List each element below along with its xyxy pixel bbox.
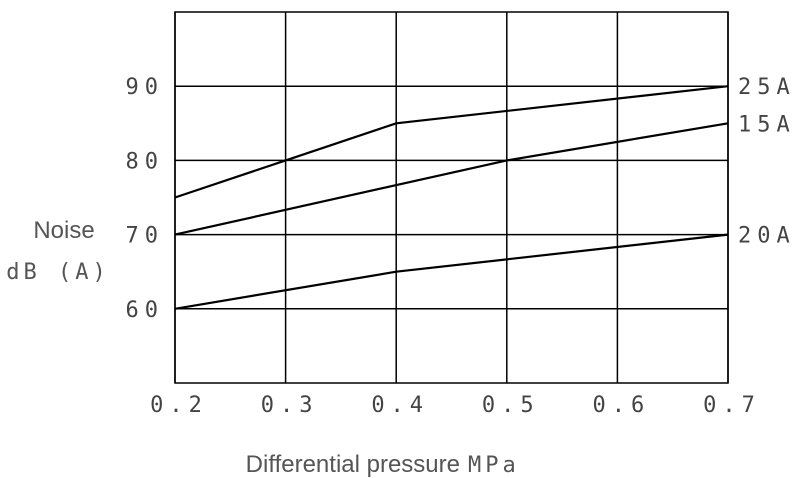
x-tick-label: 0.4 [371,393,429,418]
x-tick-label: 0.3 [261,393,319,418]
x-axis-unit: MPa [468,453,520,478]
x-tick-label: 0.2 [150,393,208,418]
grid [174,11,729,384]
series-labels: 25A 15A 20A [738,75,796,249]
series-label-15a: 15A [738,112,796,137]
x-tick-label: 0.6 [593,393,651,418]
x-axis-label: Differential pressure [246,451,460,478]
plot-frame [174,11,729,384]
y-axis-unit: dB (A) [6,260,109,285]
y-tick-label: 80 [126,149,165,174]
y-tick-label: 60 [126,298,165,323]
y-tick-label: 70 [126,224,165,249]
series-line-20a [174,233,729,310]
x-tick-label: 0.7 [703,393,761,418]
y-tick-label: 90 [126,75,165,100]
tick-labels: 0.2 0.3 0.4 0.5 0.6 0.7 60 70 80 90 [126,75,761,418]
series-lines [174,85,729,310]
series-label-20a: 20A [738,224,796,249]
series-line-15a [174,122,729,236]
x-tick-label: 0.5 [482,393,540,418]
series-line-25a [174,85,729,199]
y-axis-label: Noise [33,217,94,244]
series-label-25a: 25A [738,75,796,100]
